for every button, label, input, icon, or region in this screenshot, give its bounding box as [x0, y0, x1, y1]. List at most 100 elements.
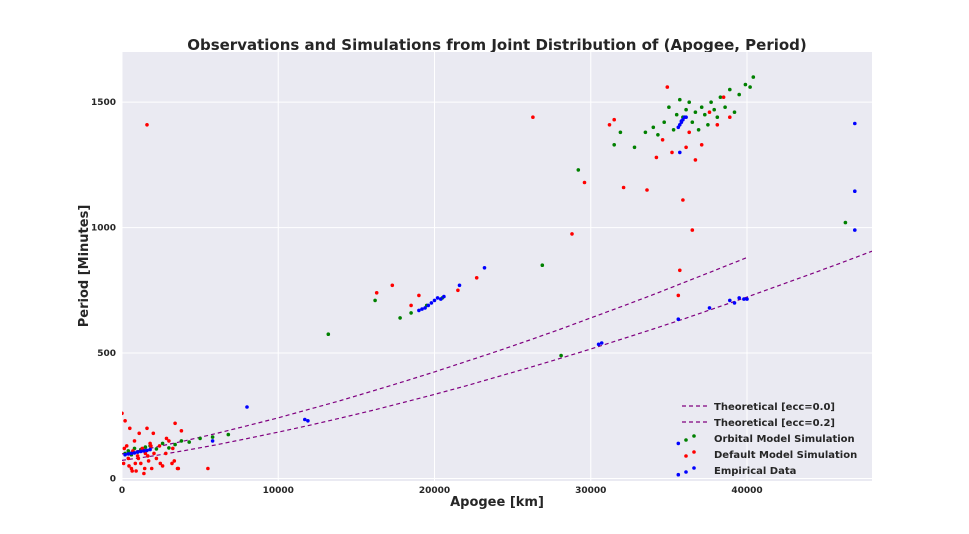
legend-marker-swatch: [684, 470, 688, 474]
data-point: [559, 353, 563, 358]
legend-marker-swatch: [684, 438, 688, 442]
data-point: [303, 417, 307, 422]
data-point: [732, 110, 737, 114]
grid-lines: [121, 52, 872, 481]
data-point: [442, 294, 446, 299]
data-point: [676, 472, 681, 477]
data-point: [482, 266, 487, 270]
data-point: [456, 288, 460, 293]
data-point: [142, 466, 147, 471]
data-point: [687, 100, 691, 104]
data-point: [687, 130, 691, 135]
data-point: [690, 120, 695, 124]
data-point: [374, 291, 379, 295]
x-axis-label: Apogee [km]: [450, 495, 544, 510]
data-point: [126, 456, 131, 461]
y-tick-label: 500: [97, 349, 116, 359]
theoretical-curve: [122, 250, 872, 461]
data-point: [206, 466, 210, 471]
data-point: [643, 130, 648, 135]
legend-item: Empirical Data: [684, 466, 796, 477]
data-point: [145, 448, 149, 453]
data-point: [706, 123, 710, 127]
data-point: [737, 296, 741, 300]
chart-title: Observations and Simulations from Joint …: [187, 36, 807, 54]
data-point: [684, 115, 688, 119]
data-point: [742, 297, 746, 301]
data-point: [618, 130, 623, 135]
data-point: [853, 189, 857, 193]
data-point: [409, 311, 413, 315]
data-point: [128, 426, 132, 431]
data-point: [151, 431, 156, 436]
data-point: [160, 441, 165, 446]
data-point: [142, 471, 146, 476]
data-point: [173, 442, 177, 447]
data-point: [126, 449, 131, 453]
data-point: [678, 150, 682, 155]
data-point: [122, 411, 124, 416]
data-point: [148, 447, 152, 452]
data-point: [843, 220, 848, 225]
data-point: [651, 125, 656, 130]
legend-item: Default Model Simulation: [684, 450, 857, 461]
data-point: [210, 439, 215, 443]
data-point: [122, 461, 126, 466]
data-point: [670, 150, 674, 155]
data-point: [676, 293, 681, 298]
data-point: [721, 95, 726, 99]
data-point: [607, 123, 612, 127]
data-point: [158, 461, 163, 466]
data-point: [718, 95, 723, 99]
data-point: [671, 128, 676, 132]
legend-marker-swatch: [692, 466, 696, 470]
data-point: [149, 466, 154, 471]
data-point: [123, 419, 127, 423]
data-point: [667, 105, 671, 109]
data-point: [429, 301, 434, 305]
data-point: [748, 85, 752, 89]
data-point: [152, 451, 156, 456]
data-point: [699, 143, 704, 147]
data-point: [423, 306, 427, 310]
data-point: [306, 419, 310, 423]
data-point: [164, 451, 168, 456]
theoretical-curve: [122, 256, 748, 455]
data-point: [853, 228, 857, 232]
data-point: [143, 445, 148, 449]
data-point: [133, 461, 138, 466]
y-axis-label: Period [Minutes]: [77, 205, 92, 328]
data-point: [179, 429, 184, 433]
data-point: [123, 452, 127, 457]
data-point: [596, 342, 601, 347]
data-point: [187, 440, 191, 444]
data-point: [149, 444, 153, 448]
data-point: [457, 283, 462, 288]
data-point: [124, 444, 129, 448]
data-point: [164, 436, 169, 441]
data-point: [179, 439, 184, 443]
data-point: [732, 301, 737, 305]
data-point: [170, 461, 174, 466]
data-point: [146, 459, 151, 463]
data-point: [326, 332, 331, 337]
data-point: [145, 123, 149, 127]
data-point: [645, 188, 649, 192]
data-point: [167, 446, 171, 450]
data-point: [154, 456, 159, 461]
legend-marker-swatch: [684, 454, 688, 458]
data-point: [728, 87, 732, 92]
data-point: [129, 451, 134, 456]
data-point: [656, 133, 660, 137]
data-point: [684, 107, 688, 112]
data-point: [373, 298, 377, 303]
legend-label: Theoretical [ecc=0.2]: [714, 418, 835, 429]
data-point: [679, 119, 684, 123]
data-point: [171, 446, 175, 451]
data-point: [127, 464, 131, 468]
data-point: [474, 276, 479, 280]
data-point: [420, 307, 424, 311]
plot-area: [122, 52, 872, 481]
legend-item: Orbital Model Simulation: [684, 434, 855, 445]
